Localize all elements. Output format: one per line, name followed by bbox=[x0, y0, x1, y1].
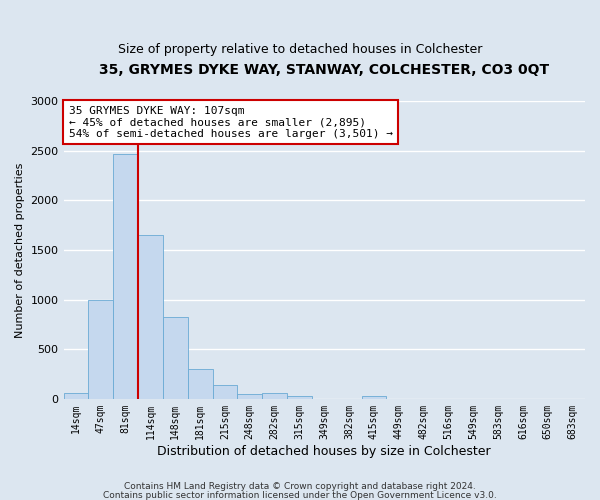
Bar bbox=[163, 316, 188, 399]
Bar bbox=[113, 154, 138, 399]
Title: 35, GRYMES DYKE WAY, STANWAY, COLCHESTER, CO3 0QT: 35, GRYMES DYKE WAY, STANWAY, COLCHESTER… bbox=[99, 62, 550, 76]
Text: 35 GRYMES DYKE WAY: 107sqm
← 45% of detached houses are smaller (2,895)
54% of s: 35 GRYMES DYKE WAY: 107sqm ← 45% of deta… bbox=[69, 106, 393, 139]
Bar bbox=[64, 393, 88, 399]
Text: Size of property relative to detached houses in Colchester: Size of property relative to detached ho… bbox=[118, 42, 482, 56]
Y-axis label: Number of detached properties: Number of detached properties bbox=[15, 162, 25, 338]
Bar bbox=[188, 369, 212, 399]
Bar bbox=[238, 394, 262, 399]
Bar bbox=[262, 394, 287, 399]
Text: Contains HM Land Registry data © Crown copyright and database right 2024.: Contains HM Land Registry data © Crown c… bbox=[124, 482, 476, 491]
Bar bbox=[287, 396, 312, 399]
Text: Contains public sector information licensed under the Open Government Licence v3: Contains public sector information licen… bbox=[103, 490, 497, 500]
Bar bbox=[362, 396, 386, 399]
X-axis label: Distribution of detached houses by size in Colchester: Distribution of detached houses by size … bbox=[157, 444, 491, 458]
Bar bbox=[212, 385, 238, 399]
Bar bbox=[138, 235, 163, 399]
Bar bbox=[88, 300, 113, 399]
